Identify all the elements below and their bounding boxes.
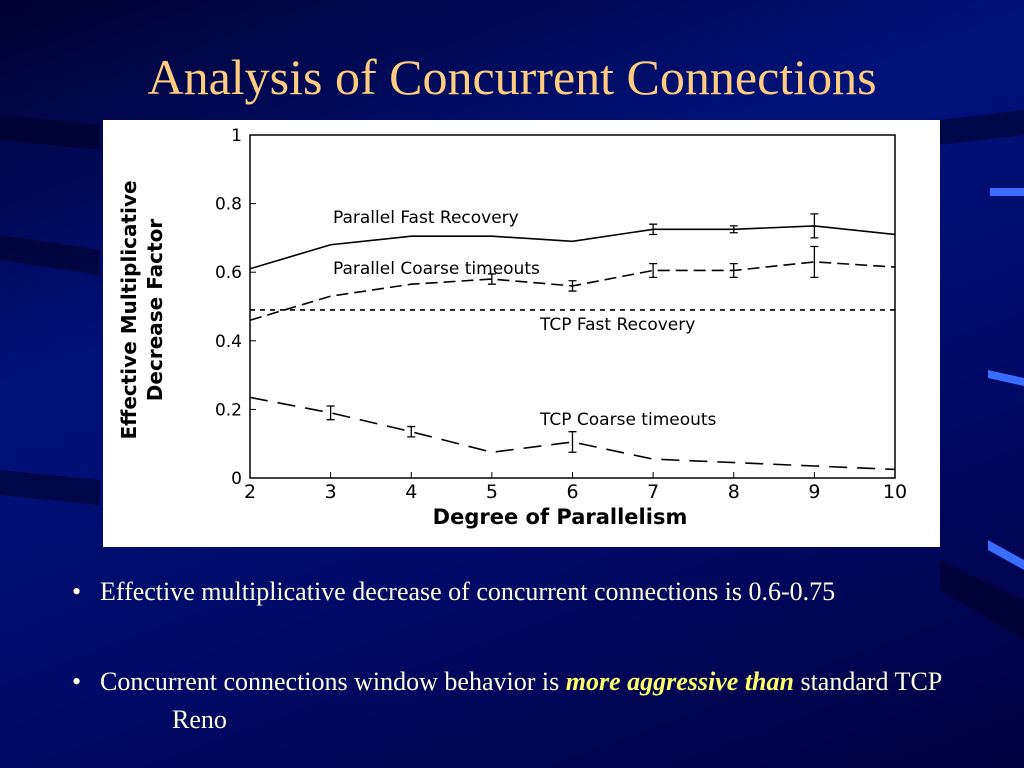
series-line <box>249 225 896 270</box>
bullet: • Effective multiplicative decrease of co… <box>0 573 962 611</box>
y-tick-label: 0.8 <box>215 195 242 215</box>
error-bar <box>568 280 577 292</box>
bullet-text: Effective multiplicative decrease of con… <box>100 577 836 606</box>
series-label: TCP Coarse timeouts <box>539 410 717 430</box>
series-label: Parallel Fast Recovery <box>333 208 519 228</box>
series-label: TCP Fast Recovery <box>539 315 695 335</box>
x-tick-label: 7 <box>647 481 659 503</box>
bullet-marker: • <box>72 667 82 696</box>
error-bar <box>568 431 577 453</box>
y-axis-label: Effective Multiplicative <box>117 180 141 439</box>
y-tick-label: 0.2 <box>215 400 242 420</box>
error-bar <box>407 425 416 438</box>
y-tick-label: 0 <box>231 469 242 489</box>
x-tick-label: 5 <box>486 481 498 503</box>
error-bar <box>729 262 738 278</box>
error-bar <box>649 223 658 236</box>
series-line <box>249 396 896 471</box>
x-tick-label: 2 <box>244 481 256 503</box>
error-bar <box>729 225 738 234</box>
x-tick-label: 8 <box>728 481 740 503</box>
chart-background <box>103 120 940 547</box>
error-bar <box>810 245 819 278</box>
slide-title: Analysis of Concurrent Connections <box>147 49 877 105</box>
x-tick-label: 10 <box>883 481 907 503</box>
error-bar <box>487 273 496 285</box>
error-bar <box>649 262 658 278</box>
error-bar <box>810 213 819 239</box>
y-tick-label: 1 <box>231 126 242 146</box>
y-tick-label: 0.4 <box>215 332 242 352</box>
x-tick-label: 9 <box>808 481 820 503</box>
y-tick-label: 0.6 <box>215 263 242 283</box>
bullet-marker: • <box>72 577 82 606</box>
bullet-text: standard TCP Reno <box>172 667 942 734</box>
x-tick-label: 6 <box>566 481 578 503</box>
x-axis-label: Degree of Parallelism <box>433 505 688 529</box>
y-axis-label: Decrease Factor <box>143 219 167 402</box>
error-bar <box>326 405 335 421</box>
series-label: Parallel Coarse timeouts <box>333 259 540 279</box>
bullet: • Concurrent connections window behavior … <box>0 663 962 739</box>
bullet-emphasis: more aggressive than <box>565 667 794 696</box>
x-tick-label: 3 <box>325 481 337 503</box>
x-tick-label: 4 <box>405 481 417 503</box>
bullet-text: Concurrent connections window behavior i… <box>100 667 560 696</box>
